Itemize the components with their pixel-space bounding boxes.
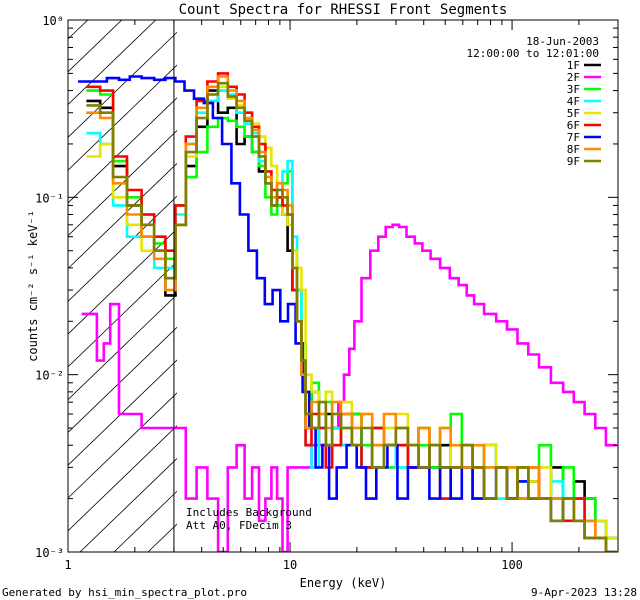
x-axis-label: Energy (keV): [300, 576, 387, 590]
hatch-line: [68, 162, 177, 270]
annotation-background: Includes Background: [186, 506, 312, 519]
y-axis-label: counts cm⁻² s⁻¹ keV⁻¹: [26, 210, 40, 362]
axes: 1 10 100 10⁰ 10⁻¹ 10⁻² 10⁻³: [35, 14, 619, 572]
time-range-label: 12:00:00 to 12:01:00: [467, 47, 599, 60]
legend-label-3F: 3F: [567, 83, 580, 96]
series-2F: [81, 223, 617, 552]
y-tick-label: 10⁻¹: [35, 191, 64, 205]
series-1F: [86, 89, 617, 540]
legend-label-8F: 8F: [567, 143, 580, 156]
legend-label-9F: 9F: [567, 155, 580, 168]
hatch-line: [68, 20, 89, 40]
hatch-line: [68, 20, 123, 73]
legend-label-1F: 1F: [567, 59, 580, 72]
x-tick-label: 100: [501, 558, 523, 572]
hatch-line: [68, 130, 177, 237]
y-tick-label: 10⁻³: [35, 546, 64, 560]
hatch-line: [68, 228, 177, 335]
hatch-line: [68, 293, 177, 401]
annotation-attenuator: Att A0, FDecim 3: [186, 519, 292, 532]
series-4F: [86, 89, 617, 540]
footer-generated-by: Generated by hsi_min_spectra_plot.pro: [2, 586, 247, 599]
series-3F: [86, 89, 617, 540]
y-tick-label: 10⁰: [42, 14, 64, 28]
series-layer: [78, 72, 617, 552]
chart-title: Count Spectra for RHESSI Front Segments: [179, 2, 508, 18]
plot-frame: [67, 19, 619, 553]
date-label: 18-Jun-2003: [526, 35, 599, 48]
hatch-line: [250, 12, 640, 552]
hatch-line: [68, 359, 177, 466]
series-5F: [86, 85, 617, 540]
y-tick-label: 10⁻²: [35, 369, 64, 383]
hatch-line: [79, 457, 177, 552]
hatch-line: [68, 97, 177, 204]
hatch-line: [68, 392, 177, 499]
hatch-line: [68, 20, 157, 106]
hatch-line: [68, 261, 177, 368]
legend-label-7F: 7F: [567, 131, 580, 144]
hatch-line: [68, 425, 177, 532]
hatch-line: [68, 195, 177, 302]
hatch-line: [68, 31, 177, 138]
shaded-region: [0, 12, 640, 552]
legend-label-6F: 6F: [567, 119, 580, 132]
hatch-line: [0, 12, 28, 552]
legend-label-2F: 2F: [567, 71, 580, 84]
x-tick-label: 1: [64, 558, 71, 572]
legend-label-4F: 4F: [567, 95, 580, 108]
footer-timestamp: 9-Apr-2023 13:28: [531, 586, 637, 599]
hatch-line: [68, 64, 177, 171]
legend-label-5F: 5F: [567, 107, 580, 120]
x-tick-label: 10: [283, 558, 297, 572]
series-9F: [86, 81, 617, 552]
